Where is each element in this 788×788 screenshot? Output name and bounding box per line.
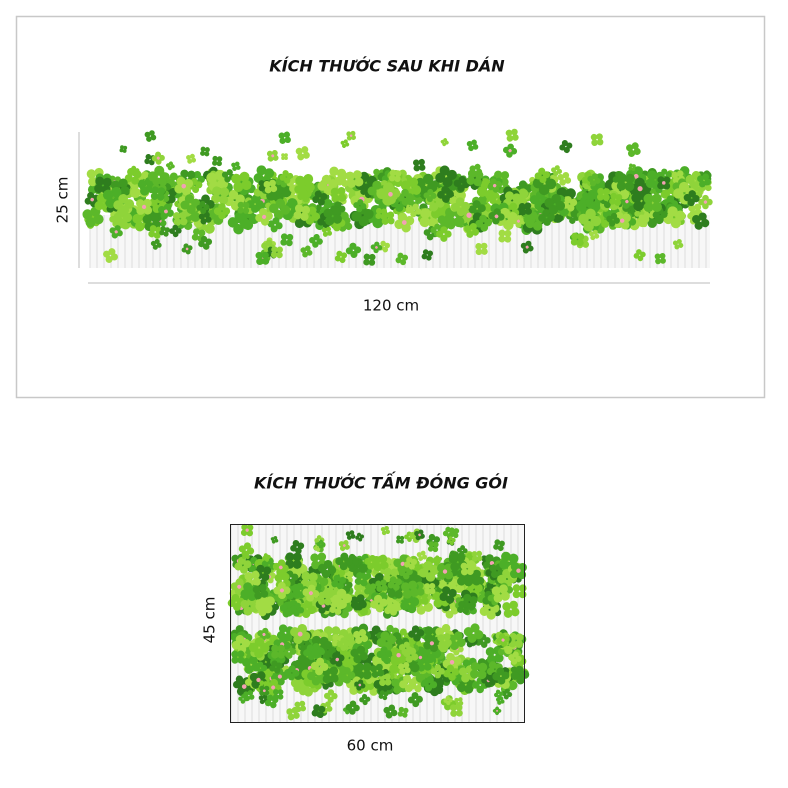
leaf <box>622 202 630 209</box>
leaf <box>281 156 285 160</box>
leaf <box>647 218 657 228</box>
leaf <box>167 194 176 204</box>
leaf <box>294 218 305 229</box>
leaf <box>500 177 509 187</box>
leaf <box>372 217 384 229</box>
leaf <box>233 223 244 235</box>
leaf <box>478 195 487 204</box>
bottom-title: KÍCH THƯỚC TẤM ĐÓNG GÓI <box>254 472 508 493</box>
leaf <box>672 176 680 184</box>
leaf <box>251 204 260 213</box>
leaf <box>500 171 510 180</box>
leaf <box>180 169 189 178</box>
leaf <box>569 217 576 224</box>
clover <box>82 206 104 228</box>
leaf <box>634 210 641 217</box>
leaf <box>82 209 93 220</box>
leaf <box>93 214 104 225</box>
leaf <box>702 202 709 210</box>
leaf <box>420 208 431 219</box>
leaf <box>315 204 322 211</box>
leaf <box>187 170 196 179</box>
leaf <box>676 170 684 177</box>
clover <box>227 211 251 235</box>
leaf <box>169 172 178 181</box>
leaf <box>85 217 96 228</box>
flower <box>625 199 629 204</box>
sticker-sheet <box>227 523 530 722</box>
leaf <box>373 168 380 176</box>
leaf <box>671 171 679 179</box>
leaf <box>329 166 339 176</box>
leaf <box>494 170 503 179</box>
leaf <box>336 168 347 179</box>
top-height: 25 cm <box>54 177 72 224</box>
clover <box>346 130 356 141</box>
clover <box>266 149 279 162</box>
clover <box>246 195 264 213</box>
leaf <box>287 198 298 209</box>
leaf <box>419 216 430 228</box>
leaf <box>476 186 488 197</box>
top-width: 120 cm <box>363 297 419 315</box>
leaf <box>86 169 97 179</box>
leaf <box>344 222 353 230</box>
clover <box>698 194 713 210</box>
flower <box>703 200 708 204</box>
leaf <box>601 219 610 228</box>
leaf <box>130 187 141 199</box>
sticker-strip <box>82 128 713 268</box>
clover <box>657 176 671 190</box>
clover <box>136 198 153 215</box>
leaf <box>204 223 215 234</box>
leaf <box>88 176 98 187</box>
top-title: KÍCH THƯỚC SAU KHI DÁN <box>269 57 505 76</box>
